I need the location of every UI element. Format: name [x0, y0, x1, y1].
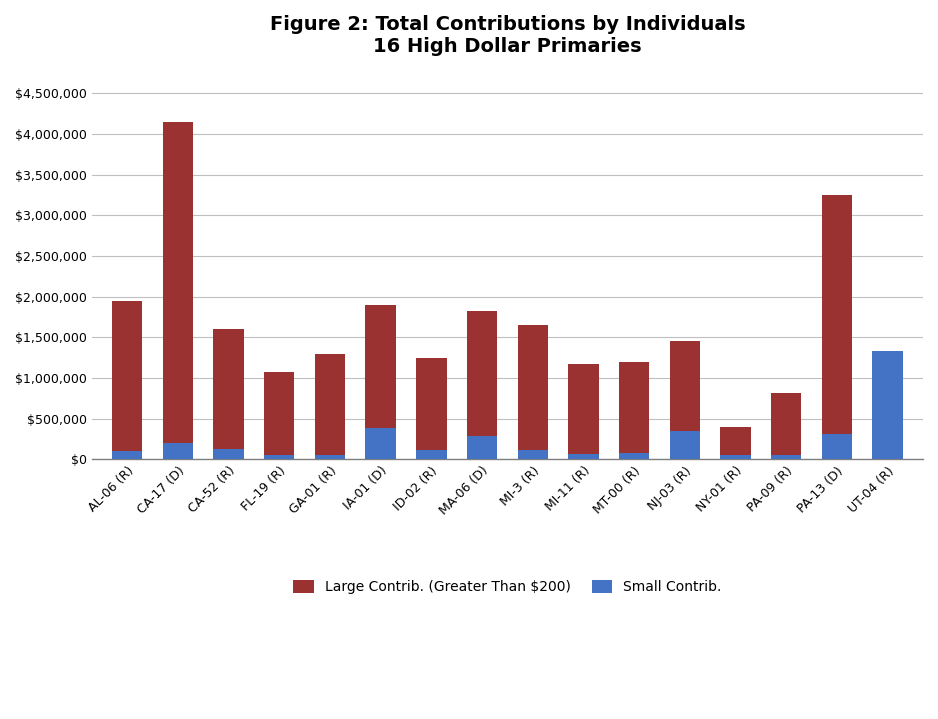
Bar [822, 434, 852, 459]
Bar [315, 454, 345, 459]
Title: Figure 2: Total Contributions by Individuals
16 High Dollar Primaries: Figure 2: Total Contributions by Individ… [269, 15, 745, 56]
Bar [315, 354, 345, 459]
Bar [518, 451, 548, 459]
Bar [467, 311, 497, 459]
Bar [366, 428, 396, 459]
Bar [162, 443, 193, 459]
Bar [771, 393, 801, 459]
Bar [265, 455, 295, 459]
Bar [213, 329, 244, 459]
Bar [112, 452, 143, 459]
Bar [213, 449, 244, 459]
Legend: Large Contrib. (Greater Than $200), Small Contrib.: Large Contrib. (Greater Than $200), Smal… [287, 574, 727, 600]
Bar [568, 365, 598, 459]
Bar [670, 431, 700, 459]
Bar [720, 427, 750, 459]
Bar [265, 372, 295, 459]
Bar [467, 436, 497, 459]
Bar [720, 454, 750, 459]
Bar [619, 362, 649, 459]
Bar [670, 341, 700, 459]
Bar [619, 453, 649, 459]
Bar [112, 301, 143, 459]
Bar [416, 357, 446, 459]
Bar [771, 455, 801, 459]
Bar [518, 325, 548, 459]
Bar [366, 305, 396, 459]
Bar [872, 403, 902, 459]
Bar [872, 351, 902, 459]
Bar [568, 454, 598, 459]
Bar [822, 195, 852, 459]
Bar [416, 449, 446, 459]
Bar [162, 122, 193, 459]
